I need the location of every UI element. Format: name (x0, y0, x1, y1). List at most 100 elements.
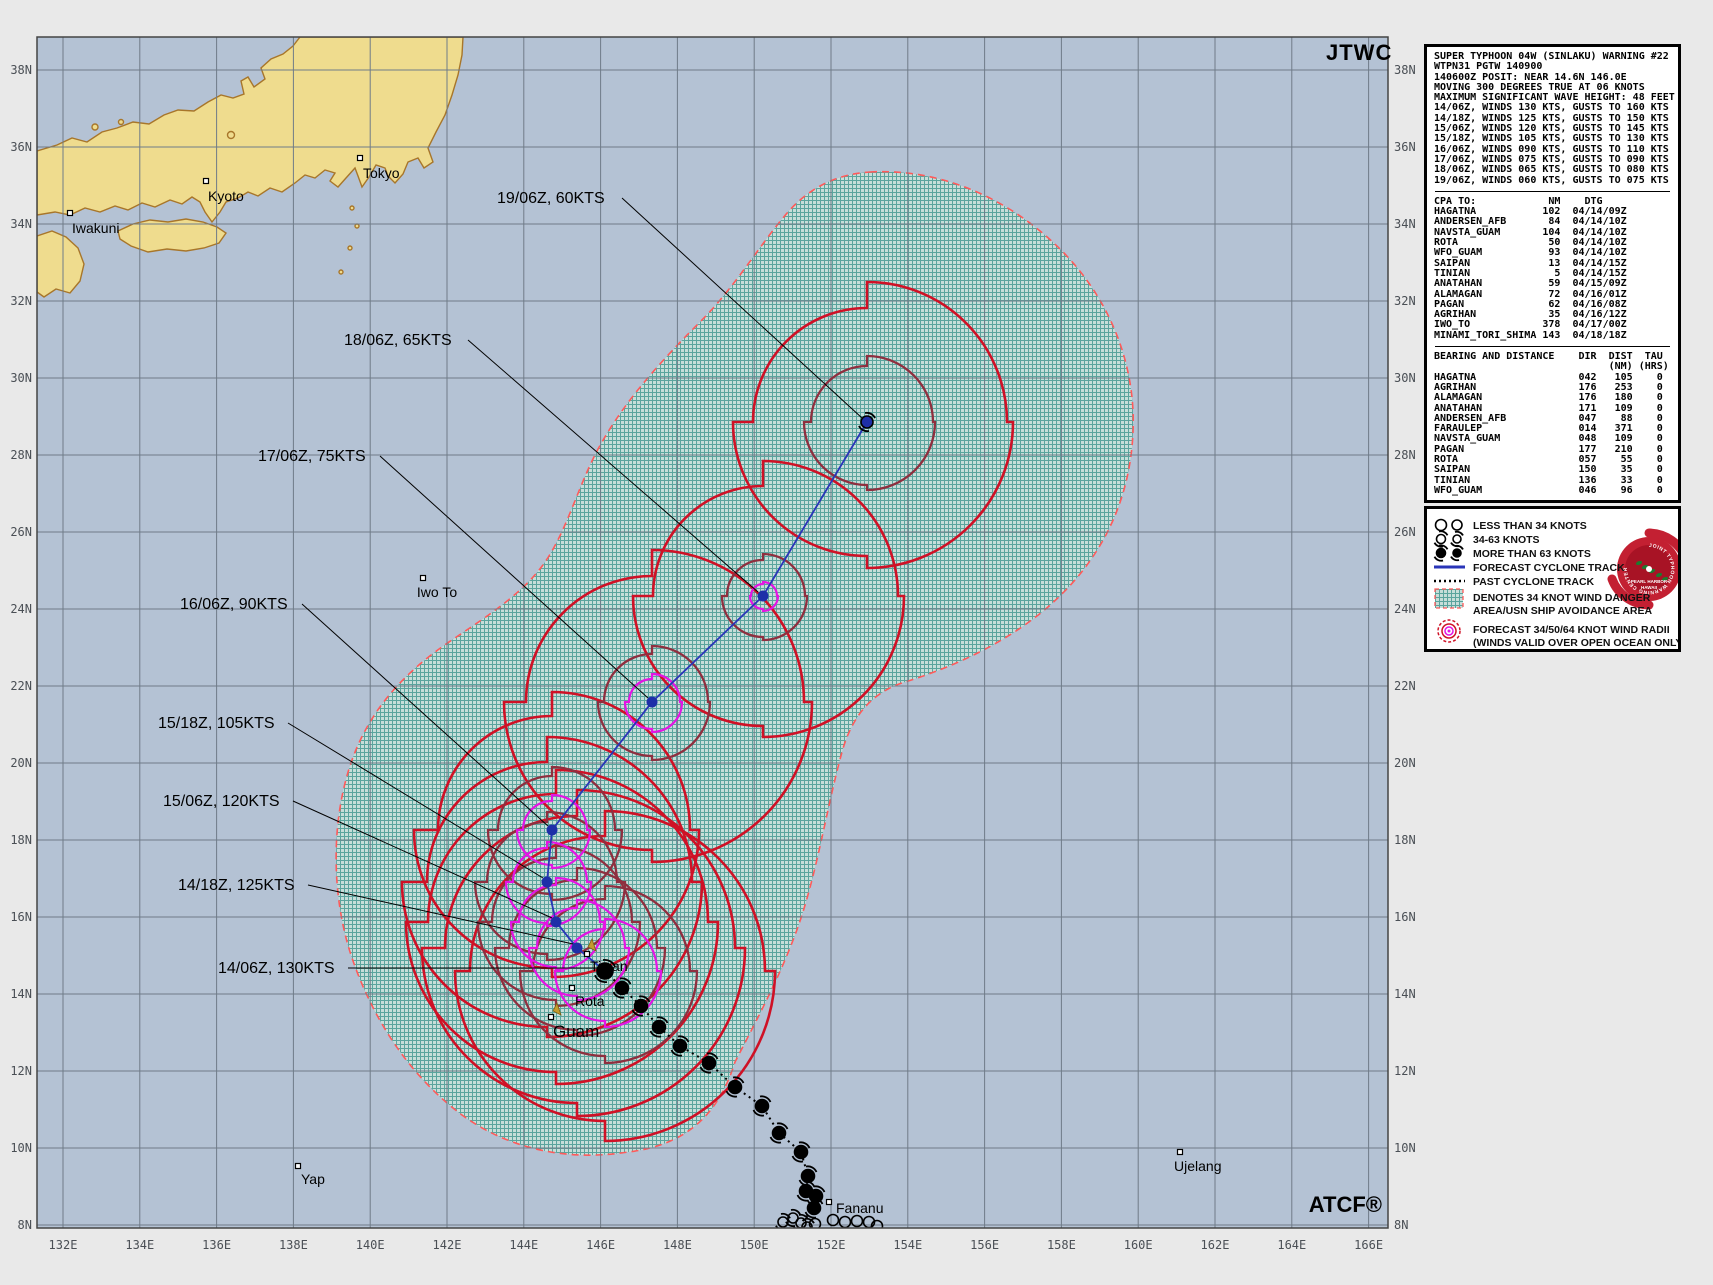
forecast-callout-label: 15/18Z, 105KTS (158, 715, 275, 732)
lat-axis-label: 26N (10, 525, 32, 539)
genesis-open-circle (808, 1217, 822, 1228)
genesis-open-cyclone-symbol (801, 1217, 815, 1228)
bearing-subheader-row: (NM) (HRS) (1434, 361, 1669, 373)
lat-axis-label: 24N (1394, 602, 1416, 616)
legend-item-label: FORECAST CYCLONE TRACK (1473, 562, 1625, 574)
warning-text-line: 15/06Z, WINDS 120 KTS, GUSTS TO 145 KTS (1434, 123, 1669, 135)
city-label: Yap (301, 1171, 325, 1187)
radii-ring-64kt (509, 876, 606, 972)
past-position-symbol (612, 977, 632, 999)
cpa-row: PAGAN 62 04/16/08Z (1434, 298, 1627, 310)
cpa-row: ALAMAGAN 72 04/16/01Z (1434, 288, 1627, 300)
islet (354, 223, 360, 229)
bearing-row: ROTA 057 55 0 (1434, 453, 1663, 465)
city-marker (568, 984, 576, 992)
lat-axis-label: 24N (10, 602, 32, 616)
cyclone-symbol-tail (732, 1076, 745, 1084)
radii-ring-34kt (400, 735, 704, 1039)
city-label: Kyoto (208, 188, 244, 204)
islet (91, 123, 99, 131)
legend-item-label: PAST CYCLONE TRACK (1473, 576, 1595, 588)
lon-axis-label: 152E (817, 1238, 846, 1252)
past-position-symbol (699, 1052, 719, 1074)
radii-ring-50kt (802, 354, 937, 492)
forecast-position-dot (861, 416, 873, 428)
cyclone-symbol-body (727, 1079, 743, 1095)
lon-axis-label: 134E (125, 1238, 154, 1252)
legend-item-label: MORE THAN 63 KNOTS (1473, 548, 1591, 560)
warning-text-line: WTPN31 PGTW 140900 (1434, 61, 1543, 73)
legend-item-circles-open: LESS THAN 34 KNOTS (1434, 518, 1587, 532)
seal-island (1635, 560, 1643, 566)
seal-center-text: HAWAII (1641, 585, 1657, 590)
warning-text-line: SUPER TYPHOON 04W (SINLAKU) WARNING #22 (1434, 51, 1669, 62)
cyclone-symbol-body (1452, 534, 1462, 544)
radii-ring-34kt (412, 690, 701, 979)
cyclone-symbol-tail (791, 1155, 804, 1163)
lat-axis-label: 28N (10, 448, 32, 462)
cyclone-symbol-body (633, 998, 649, 1014)
warning-text-line: 17/06Z, WINDS 075 KTS, GUSTS TO 090 KTS (1434, 153, 1669, 165)
warning-text-line: MAXIMUM SIGNIFICANT WAVE HEIGHT: 48 FEET (1434, 92, 1675, 104)
open-cyclone-icon (1450, 530, 1464, 548)
radii-ring-64kt (504, 840, 593, 928)
cyclone-symbol-body (777, 1216, 789, 1228)
cyclone-symbol-tail (798, 1141, 811, 1149)
danger-area-swatch-icon (1434, 588, 1464, 609)
lat-axis-label: 18N (1394, 833, 1416, 847)
cyclone-symbol-tail (1438, 530, 1449, 536)
forecast-callout-label: 15/06Z, 120KTS (163, 793, 280, 810)
cyclone-symbol-body (801, 1221, 813, 1228)
cyclone-symbol-tail (699, 1066, 712, 1074)
city-marker (825, 1198, 833, 1206)
radii-ring-64kt (515, 793, 592, 870)
radii-ring-50kt (518, 884, 699, 1065)
lat-axis-label: 16N (10, 910, 32, 924)
forecast-position-dot (757, 590, 769, 602)
city-label: Tokyo (363, 165, 400, 181)
cyclone-symbol-tail (631, 1009, 644, 1017)
bearing-row: ALAMAGAN 176 180 0 (1434, 392, 1663, 404)
lat-axis-label: 28N (1394, 448, 1416, 462)
cyclone-symbol-body (596, 962, 614, 980)
cyclone-symbol-tail (594, 974, 608, 984)
lat-axis-label: 36N (1394, 140, 1416, 154)
cyclone-symbol-tail (1433, 542, 1444, 548)
lon-axis-label: 132E (49, 1238, 78, 1252)
lat-axis-label: 14N (1394, 987, 1416, 1001)
warning-text-line: 14/18Z, WINDS 125 KTS, GUSTS TO 150 KTS (1434, 112, 1669, 124)
cyclone-symbol-body (1435, 547, 1447, 559)
cyclone-symbol-body (754, 1098, 770, 1114)
open-circle-icon (1434, 518, 1448, 532)
map-border (36, 36, 1389, 1229)
cyclone-symbol-body (793, 1144, 809, 1160)
lon-axis-label: 156E (970, 1238, 999, 1252)
cyclone-symbol-tail (677, 1035, 690, 1043)
panel-divider (1435, 346, 1670, 348)
islet (117, 118, 125, 126)
cyclone-symbol-body (787, 1212, 799, 1224)
warning-panel: SUPER TYPHOON 04W (SINLAKU) WARNING #22 W… (1424, 44, 1681, 503)
radii-ring-50kt (493, 866, 667, 1038)
islet (226, 130, 236, 140)
lon-axis-label: 144E (509, 1238, 538, 1252)
genesis-open-circle (826, 1213, 840, 1227)
cyclone-symbol-tail (804, 1217, 815, 1224)
city-label: Tinian (590, 958, 628, 974)
cyclone-symbol-tail (811, 1197, 824, 1205)
lat-axis-label: 20N (1394, 756, 1416, 770)
forecast-callout-label: 18/06Z, 65KTS (344, 332, 452, 349)
cyclone-symbol-body (614, 980, 630, 996)
kyushu-landmass (37, 230, 85, 298)
city-marker (419, 574, 427, 582)
radii-ring-64kt (623, 672, 684, 734)
cyclone-symbol-body (771, 1125, 787, 1141)
lon-axis-label: 166E (1354, 1238, 1383, 1252)
callout-leader-line (292, 800, 553, 919)
forecast-callout-label: 14/18Z, 125KTS (178, 877, 295, 894)
forecast-callout-label: 14/06Z, 130KTS (218, 960, 335, 977)
cyclone-symbol-tail (813, 1185, 826, 1193)
warning-text-block: SUPER TYPHOON 04W (SINLAKU) WARNING #22 W… (1434, 51, 1675, 186)
warning-text-line: 14/06Z, WINDS 130 KTS, GUSTS TO 160 KTS (1434, 102, 1669, 114)
